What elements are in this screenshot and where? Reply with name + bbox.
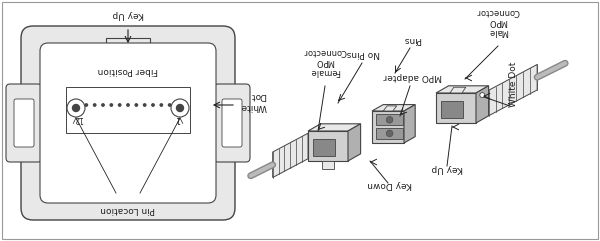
Circle shape xyxy=(160,104,163,106)
Circle shape xyxy=(127,104,129,106)
Circle shape xyxy=(143,104,146,106)
FancyBboxPatch shape xyxy=(14,99,34,147)
Text: Female
MPO
Connector: Female MPO Connector xyxy=(303,47,347,76)
Circle shape xyxy=(94,104,96,106)
Text: 1: 1 xyxy=(176,114,181,123)
Bar xyxy=(441,101,463,118)
Circle shape xyxy=(118,104,121,106)
Text: Pins: Pins xyxy=(403,35,421,44)
Polygon shape xyxy=(488,65,537,116)
Text: Key Down: Key Down xyxy=(368,180,412,189)
FancyBboxPatch shape xyxy=(21,26,235,220)
Text: Fiber Position: Fiber Position xyxy=(98,66,158,75)
Circle shape xyxy=(169,104,171,106)
FancyBboxPatch shape xyxy=(214,84,250,162)
Polygon shape xyxy=(372,105,415,111)
Polygon shape xyxy=(476,86,488,123)
Circle shape xyxy=(152,104,154,106)
Circle shape xyxy=(85,104,88,106)
Text: Key Up: Key Up xyxy=(112,10,144,19)
Polygon shape xyxy=(383,106,397,111)
Circle shape xyxy=(480,93,485,98)
FancyBboxPatch shape xyxy=(222,99,242,147)
Circle shape xyxy=(177,104,179,106)
Text: Key Up: Key Up xyxy=(431,164,463,173)
Circle shape xyxy=(73,105,79,112)
Polygon shape xyxy=(322,161,334,169)
Bar xyxy=(113,51,143,61)
Circle shape xyxy=(171,99,189,117)
Circle shape xyxy=(67,99,85,117)
Text: Male
MPO
Connector: Male MPO Connector xyxy=(476,7,520,36)
Polygon shape xyxy=(372,111,404,143)
Circle shape xyxy=(102,104,104,106)
Polygon shape xyxy=(404,105,415,143)
Circle shape xyxy=(386,116,393,123)
Bar xyxy=(376,128,403,139)
Bar xyxy=(313,139,335,156)
FancyBboxPatch shape xyxy=(40,43,216,203)
Polygon shape xyxy=(348,124,361,161)
Bar xyxy=(66,87,190,133)
Text: 12: 12 xyxy=(73,114,83,123)
Circle shape xyxy=(77,104,79,106)
FancyBboxPatch shape xyxy=(6,84,42,162)
Polygon shape xyxy=(450,87,466,93)
Polygon shape xyxy=(272,133,308,178)
Polygon shape xyxy=(308,124,361,131)
Text: MPO adapter: MPO adapter xyxy=(384,72,442,81)
Circle shape xyxy=(386,130,393,137)
Polygon shape xyxy=(436,86,488,93)
Text: White Dot: White Dot xyxy=(509,62,518,107)
Text: Pin Location: Pin Location xyxy=(101,205,155,214)
Text: White
Dot: White Dot xyxy=(240,91,266,111)
Circle shape xyxy=(176,105,184,112)
Polygon shape xyxy=(436,93,476,123)
Circle shape xyxy=(135,104,137,106)
Circle shape xyxy=(110,104,113,106)
Bar xyxy=(106,38,150,56)
Text: No Pins: No Pins xyxy=(346,49,380,58)
Polygon shape xyxy=(308,131,348,161)
Bar xyxy=(376,114,403,125)
